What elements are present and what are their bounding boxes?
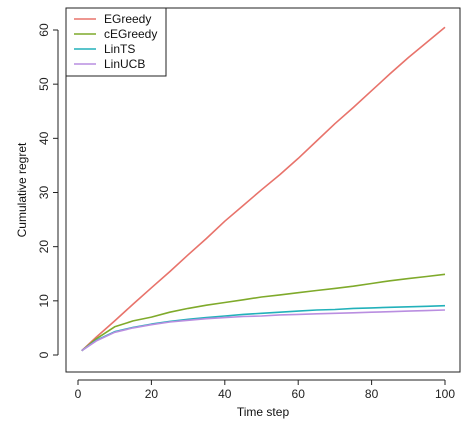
series-line-linucb — [81, 309, 446, 352]
x-axis: 0 20 40 60 80 100 — [75, 379, 455, 401]
x-tick-label: 0 — [75, 387, 82, 401]
x-tick-label: 100 — [435, 387, 455, 401]
legend-label: EGreedy — [104, 12, 151, 26]
x-tick-label: 80 — [365, 387, 379, 401]
y-tick-label: 40 — [37, 131, 51, 145]
series-line-cegreedy — [81, 273, 446, 352]
series-lines — [81, 26, 446, 352]
y-tick-label: 0 — [37, 351, 51, 358]
y-tick-label: 30 — [37, 186, 51, 200]
plot-frame — [65, 7, 461, 373]
y-tick-label: 60 — [37, 23, 51, 37]
y-axis-title: Cumulative regret — [15, 142, 29, 237]
legend-label: LinTS — [104, 42, 135, 56]
x-axis-title: Time step — [237, 405, 290, 419]
legend-label: LinUCB — [104, 57, 145, 71]
series-line-egreedy — [81, 26, 446, 352]
y-axis: 0 10 20 30 40 50 60 — [37, 23, 59, 358]
x-tick-label: 40 — [218, 387, 232, 401]
y-tick-label: 50 — [37, 77, 51, 91]
y-tick-label: 20 — [37, 240, 51, 254]
x-tick-label: 60 — [292, 387, 306, 401]
y-tick-label: 10 — [37, 294, 51, 308]
x-tick-label: 20 — [145, 387, 159, 401]
legend-label: cEGreedy — [104, 27, 157, 41]
